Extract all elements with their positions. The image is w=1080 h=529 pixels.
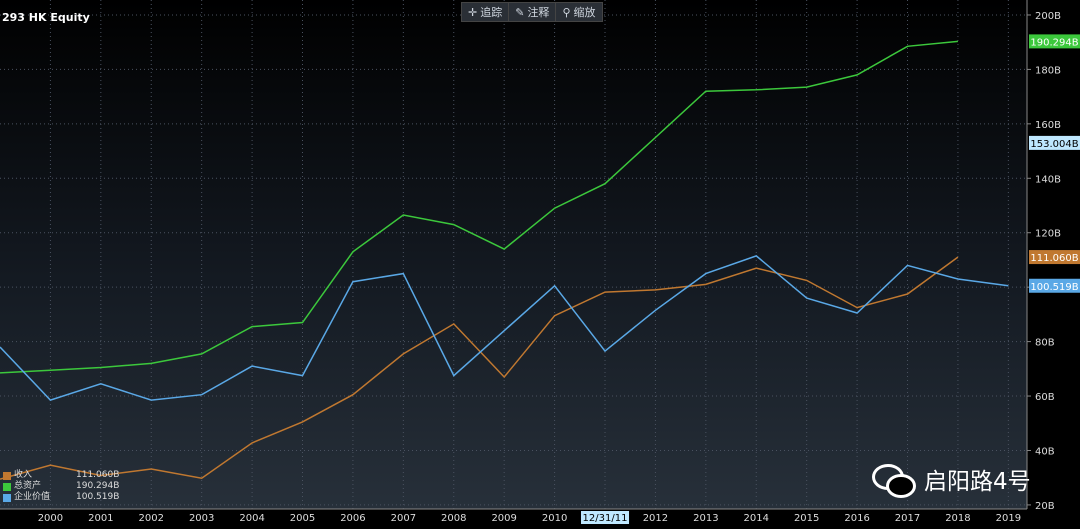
y-tick-label: 200B xyxy=(1035,11,1061,22)
value-tag-revenue: 111.060B xyxy=(1030,253,1078,264)
y-tick-label: 160B xyxy=(1035,120,1061,131)
marker-tag-bg xyxy=(1029,135,1080,150)
legend-swatch-enterprise-value xyxy=(3,493,11,502)
crosshair-icon: ✛ xyxy=(468,5,478,19)
y-tick-label: 180B xyxy=(1035,65,1061,76)
axis-panel-right xyxy=(1027,0,1080,529)
y-tick-label: 40B xyxy=(1035,446,1055,457)
chart-toolbar: ✛ 追踪 ✎ 注释 ⚲ 缩放 xyxy=(461,2,603,22)
value-tag-enterprise-value-bg xyxy=(1029,278,1080,293)
pencil-icon: ✎ xyxy=(515,5,525,19)
value-tag-total-assets-bg xyxy=(1029,34,1080,49)
value-tag-total-assets: 190.294B xyxy=(1030,37,1078,48)
x-tick-label: 2018 xyxy=(945,513,970,524)
x-tick-label: 2005 xyxy=(290,513,315,524)
x-tick-label: 2017 xyxy=(895,513,920,524)
series-line-total-assets xyxy=(0,40,958,374)
x-tick-label: 2002 xyxy=(139,513,164,524)
chart-legend: 收入 111.060B 总资产 190.294B 企业价值 100.519B xyxy=(3,470,119,503)
legend-label: 收入 xyxy=(14,470,33,480)
x-tick-label: 2015 xyxy=(794,513,819,524)
legend-swatch-total-assets xyxy=(3,482,11,491)
marker-tag: 153.004B xyxy=(1030,139,1078,150)
x-tick-label: 2007 xyxy=(391,513,416,524)
track-label: 追踪 xyxy=(480,6,503,19)
track-button[interactable]: ✛ 追踪 xyxy=(462,3,510,21)
plot-background xyxy=(0,0,1027,509)
axis-panel-bottom xyxy=(0,509,1027,529)
series-line-enterprise-value xyxy=(0,255,1009,401)
watermark-text: 启阳路4号 xyxy=(924,469,1031,495)
legend-item-enterprise-value[interactable]: 企业价值 100.519B xyxy=(3,492,119,503)
wechat-icon xyxy=(872,462,916,498)
value-tag-revenue-bg xyxy=(1029,250,1080,265)
x-tick-label: 2012 xyxy=(643,513,668,524)
x-tick-label: 2013 xyxy=(693,513,718,524)
magnifier-icon: ⚲ xyxy=(562,5,571,19)
x-tick-label: 2003 xyxy=(189,513,214,524)
x-tick-label: 2001 xyxy=(88,513,113,524)
series-line-revenue xyxy=(0,256,959,480)
y-tick-label: 80B xyxy=(1035,338,1055,349)
y-tick-label: 20B xyxy=(1035,501,1055,512)
x-tick-label: 2014 xyxy=(744,513,769,524)
x-tick-label: 2006 xyxy=(340,513,365,524)
chart-title: 293 HK Equity xyxy=(2,11,90,24)
x-tick-label: 2016 xyxy=(844,513,869,524)
x-tick-label: 2004 xyxy=(239,513,264,524)
x-tick-label: 2019 xyxy=(996,513,1021,524)
value-tag-enterprise-value: 100.519B xyxy=(1030,282,1078,293)
y-tick-label: 140B xyxy=(1035,174,1061,185)
cursor-date-box xyxy=(581,511,630,524)
legend-item-revenue[interactable]: 收入 111.060B xyxy=(3,470,119,481)
x-tick-label: 2009 xyxy=(491,513,516,524)
legend-label: 总资产 xyxy=(14,481,42,491)
y-tick-label: 120B xyxy=(1035,229,1061,240)
watermark: 启阳路4号 xyxy=(872,462,1031,498)
legend-item-total-assets[interactable]: 总资产 190.294B xyxy=(3,481,119,492)
zoom-label: 缩放 xyxy=(573,6,596,19)
legend-value: 190.294B xyxy=(76,481,120,491)
x-tick-label: 2010 xyxy=(542,513,567,524)
annotate-button[interactable]: ✎ 注释 xyxy=(509,3,557,21)
legend-swatch-revenue xyxy=(3,471,11,480)
y-tick-label: 60B xyxy=(1035,392,1055,403)
legend-value: 111.060B xyxy=(76,470,120,480)
annotate-label: 注释 xyxy=(527,6,550,19)
cursor-date-label: 12/31/11 xyxy=(583,513,628,524)
legend-label: 企业价值 xyxy=(14,492,51,502)
x-tick-label: 2000 xyxy=(38,513,63,524)
x-tick-label: 2008 xyxy=(441,513,466,524)
zoom-button[interactable]: ⚲ 缩放 xyxy=(556,3,601,21)
legend-value: 100.519B xyxy=(76,492,120,502)
